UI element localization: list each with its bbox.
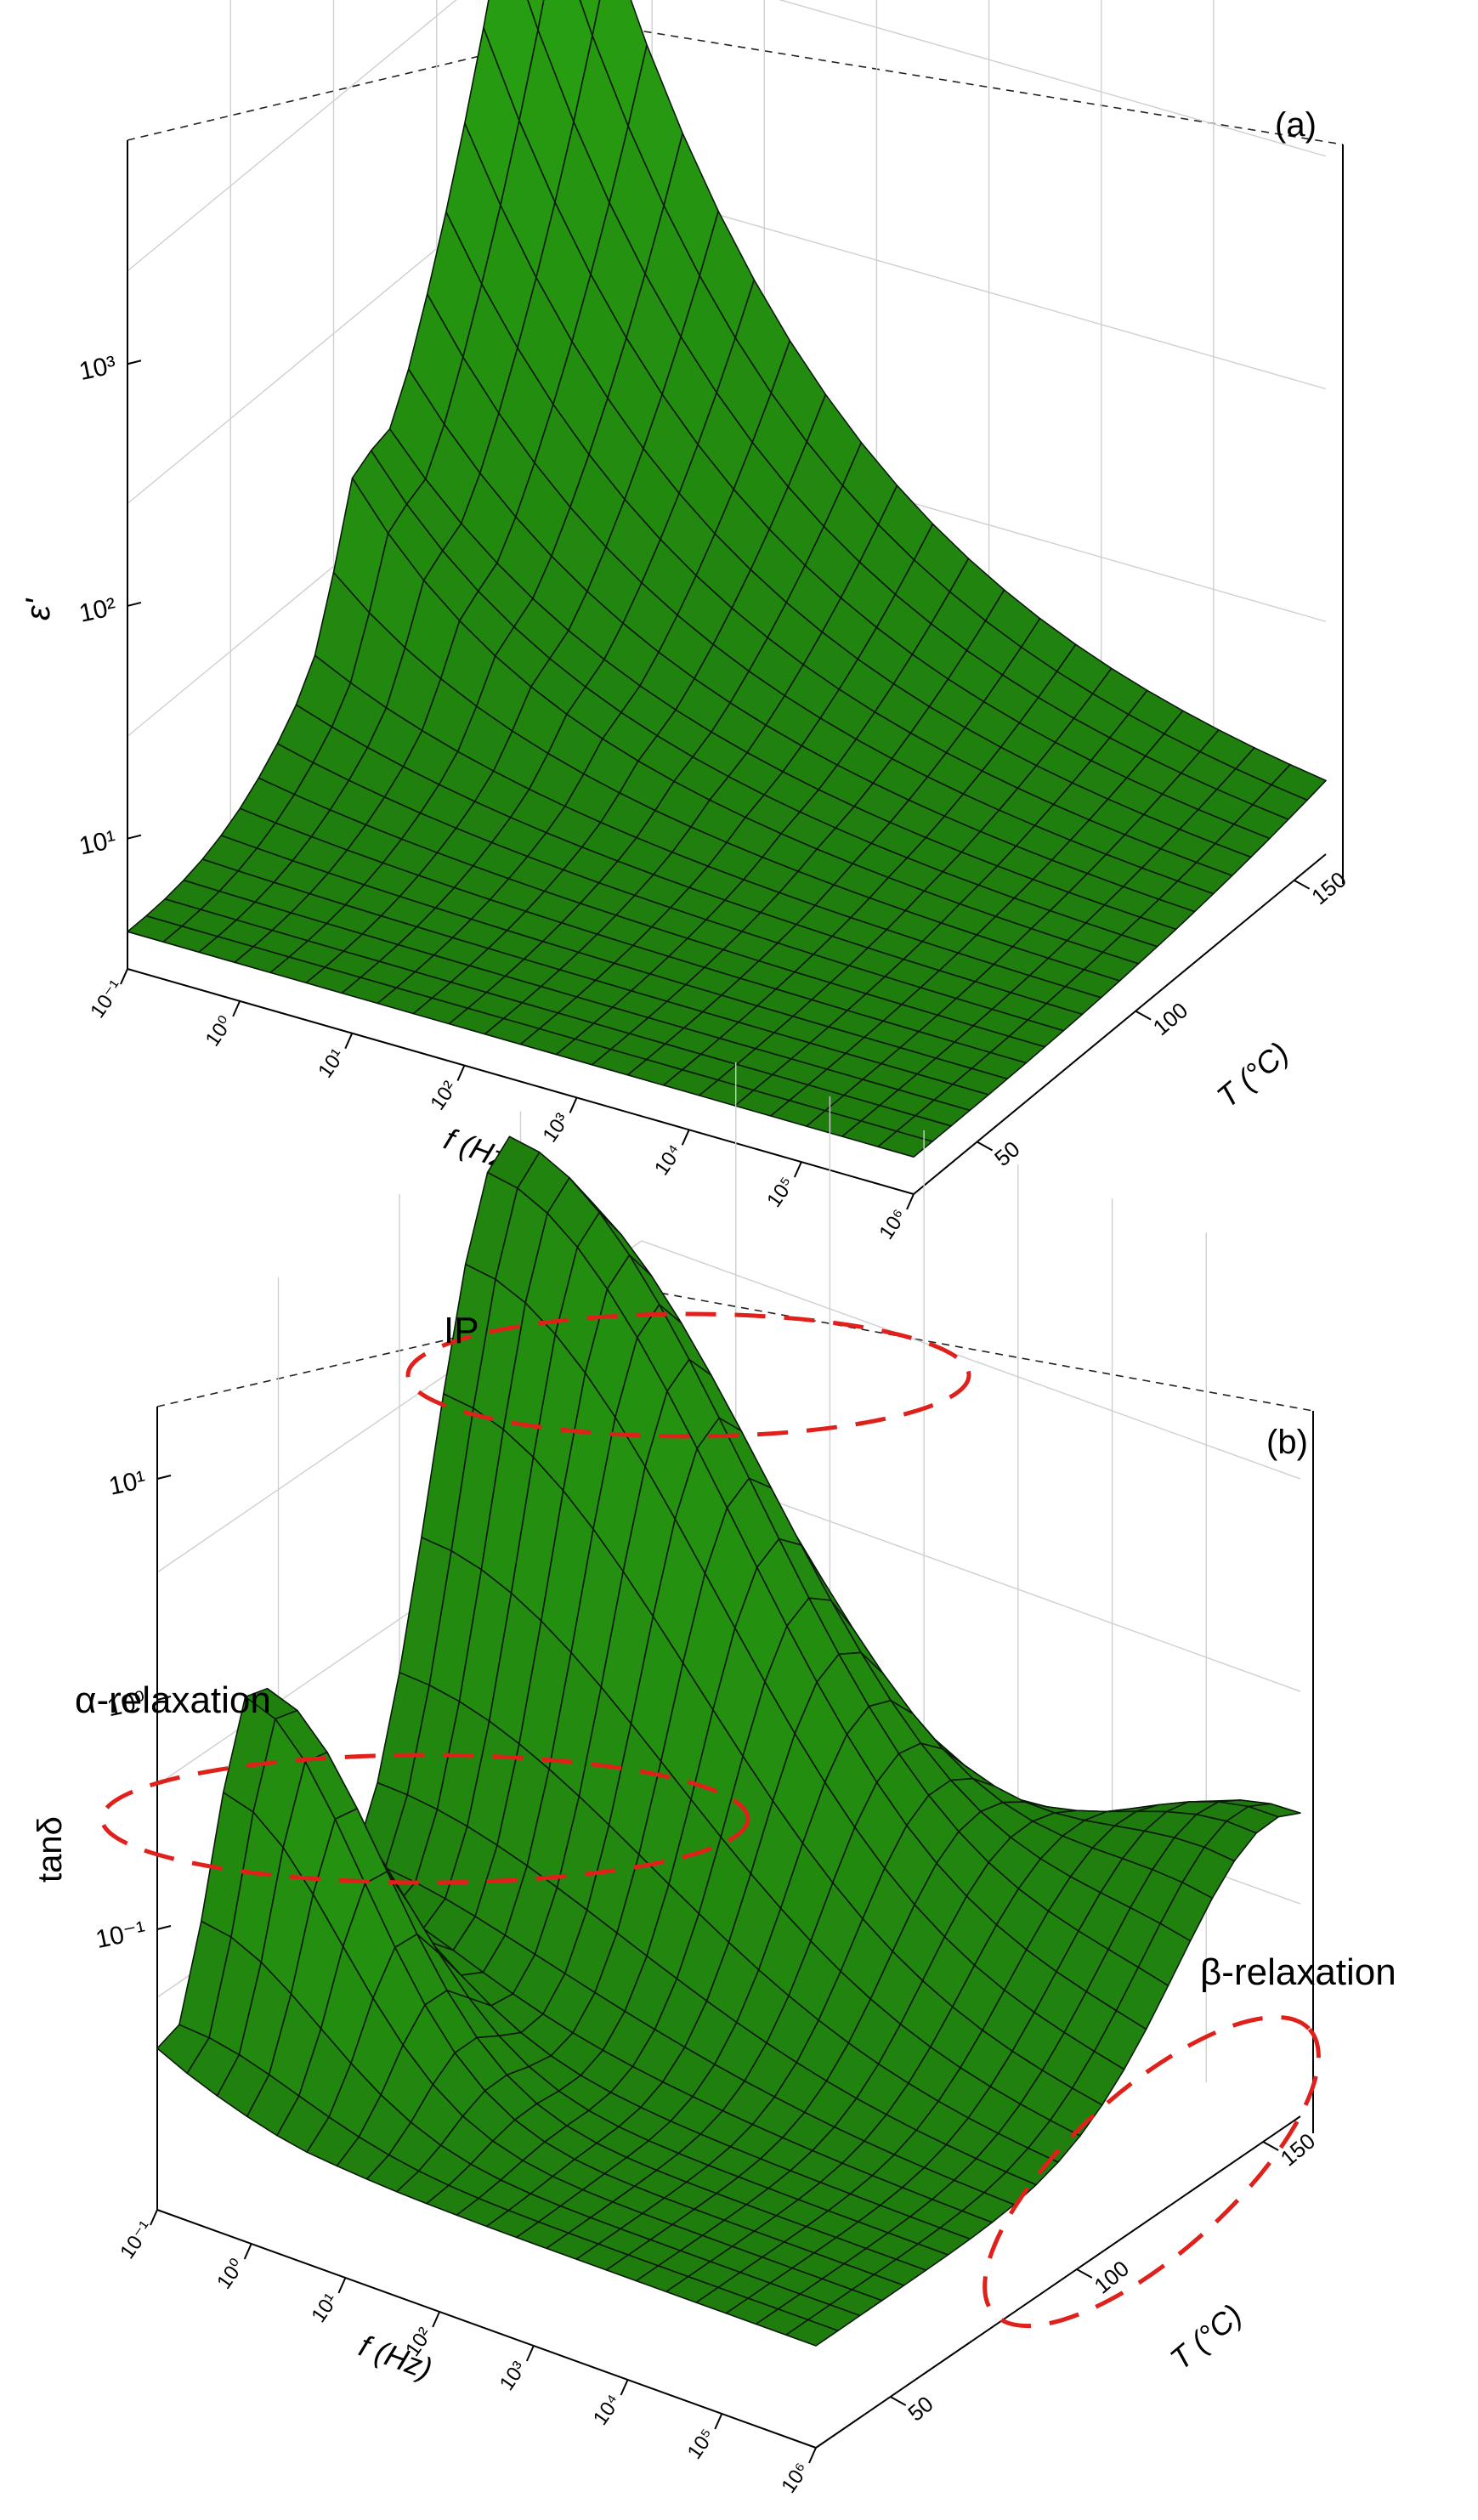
y-tick-mark (1262, 2141, 1279, 2151)
y-tick-label: 150 (1276, 2128, 1321, 2172)
y-tick-label: 100 (1148, 997, 1193, 1040)
y-tick-label: 50 (903, 2391, 937, 2427)
panel-b-z-axis-label: tanδ (31, 1816, 69, 1883)
panel-a-z-axis-label: ε' (20, 597, 57, 620)
x-tick-label: 10⁰ (212, 2255, 249, 2293)
x-tick-label: 10³ (538, 1109, 574, 1147)
x-tick-mark (525, 2345, 535, 2362)
x-tick-label: 10⁴ (650, 1141, 687, 1180)
x-tick-mark (620, 2379, 629, 2396)
x-tick-mark (344, 1033, 354, 1050)
y-tick-mark (1076, 2268, 1093, 2279)
gridline (127, 0, 1327, 272)
y-tick-mark (977, 1141, 994, 1152)
x-tick-label: 10⁶ (777, 2459, 813, 2497)
x-tick-label: 10² (426, 1077, 462, 1114)
x-tick-mark (432, 2311, 441, 2328)
y-tick-label: 50 (989, 1135, 1024, 1171)
panel-b-f-axis (156, 2209, 817, 2449)
x-tick-mark (456, 1065, 466, 1081)
panel-a-box-top-edge (127, 25, 1344, 145)
x-tick-label: 10³ (495, 2358, 531, 2395)
z-tick-mark (127, 601, 142, 607)
panel-a-f-axis (127, 968, 915, 1195)
z-tick-mark (127, 834, 142, 840)
z-tick-label: 10⁻¹ (93, 1917, 149, 1955)
panel-a-y-axis-label: T (°C) (1210, 1035, 1295, 1114)
z-tick-label: 10² (76, 593, 118, 628)
panel-b-label: (b) (1266, 1424, 1308, 1461)
x-tick-mark (681, 1129, 690, 1146)
x-tick-label: 10⁵ (683, 2425, 720, 2464)
surface-patch (784, 2319, 839, 2347)
alpha-relaxation-annotation: α-relaxation (75, 1679, 271, 1721)
gridline (156, 1240, 1301, 1573)
x-tick-mark (714, 2413, 723, 2430)
z-tick-mark (156, 1696, 172, 1701)
ip-region-ellipse (405, 1311, 971, 1439)
y-tick-label: 100 (1089, 2256, 1134, 2299)
x-tick-label: 10¹ (314, 1045, 349, 1082)
panel-b-surface-mesh (156, 1135, 1301, 2347)
z-tick-label: 10³ (76, 351, 118, 386)
panel-a-t-axis (913, 853, 1327, 1195)
x-tick-label: 10⁰ (201, 1012, 238, 1050)
panel-a-surface-plot: 10⁻¹10⁰10¹10²10³10⁴10⁵10⁶5010015010¹10²1… (20, 0, 1351, 1243)
x-tick-mark (906, 1193, 915, 1210)
y-tick-mark (1135, 1010, 1152, 1021)
panel-b-t-axis (815, 2115, 1301, 2449)
panel-a-label: (a) (1275, 106, 1317, 144)
y-tick-label: 150 (1306, 866, 1351, 909)
z-tick-label: 10¹ (106, 1466, 148, 1501)
z-tick-mark (156, 1475, 172, 1480)
x-tick-label: 10⁶ (875, 1205, 911, 1243)
panel-b-surface-plot: 10⁻¹10⁰10¹10²10³10⁴10⁵10⁶5010015010⁻¹10⁰… (31, 1062, 1396, 2497)
surface-patch (877, 1130, 933, 1158)
x-tick-mark (808, 2447, 817, 2464)
panel-a-surface-mesh (127, 0, 1327, 1158)
x-tick-mark (243, 2243, 252, 2260)
beta-relaxation-ellipse (983, 2014, 1321, 2329)
z-tick-mark (127, 360, 142, 365)
panel-b-box-top-edge (156, 1291, 1314, 1412)
alpha-relaxation-ellipse (99, 1753, 750, 1885)
y-tick-mark (1294, 879, 1311, 890)
beta-relaxation-annotation: β-relaxation (1200, 1951, 1396, 1993)
x-tick-mark (150, 2209, 158, 2226)
surface-patch (527, 0, 545, 31)
x-tick-mark (120, 968, 128, 985)
z-tick-mark (156, 1925, 172, 1930)
x-tick-mark (569, 1097, 578, 1113)
z-tick-label: 10¹ (76, 825, 118, 860)
x-tick-label: 10¹ (307, 2290, 343, 2327)
x-tick-mark (793, 1161, 802, 1178)
ip-annotation: IP (444, 1310, 479, 1351)
y-tick-mark (890, 2396, 907, 2406)
x-tick-label: 10⁵ (762, 1173, 799, 1212)
x-tick-mark (337, 2277, 347, 2294)
panel-b-y-axis-label: T (°C) (1164, 2297, 1249, 2376)
x-tick-label: 10⁴ (589, 2391, 626, 2430)
x-tick-mark (232, 1000, 241, 1017)
